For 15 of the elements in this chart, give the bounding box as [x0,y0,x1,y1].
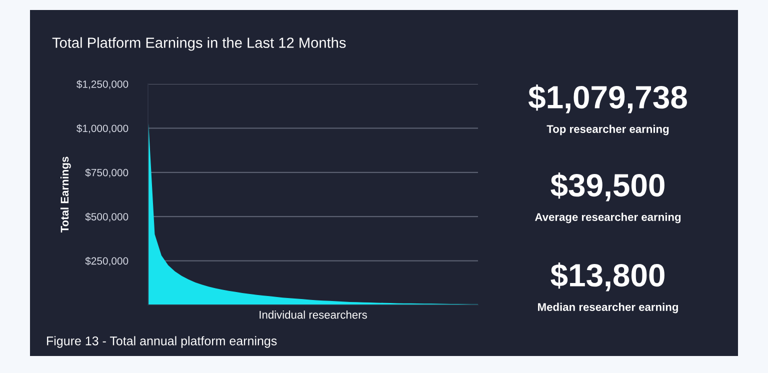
y-tick-label: $500,000 [85,212,128,222]
y-axis-title: Total Earnings [60,156,71,233]
text: $1,079,738 [528,84,687,114]
text: Average researcher earning [534,212,681,224]
y-tick-label: $1,250,000 [76,80,128,90]
y-tick-label: $750,000 [85,168,128,178]
text: Top researcher earning [546,124,669,136]
y-tick-label: $250,000 [85,256,128,266]
text: $13,800 [550,262,664,292]
text: Median researcher earning [538,302,678,314]
x-axis-title: Individual researchers [260,310,367,319]
text: $39,500 [550,172,664,202]
y-tick-label: $1,000,000 [76,124,128,134]
chart-title: Total Platform Earnings in the Last 12 Months [52,37,346,51]
caption: Figure 13 - Total annual platform earnings [47,336,277,348]
